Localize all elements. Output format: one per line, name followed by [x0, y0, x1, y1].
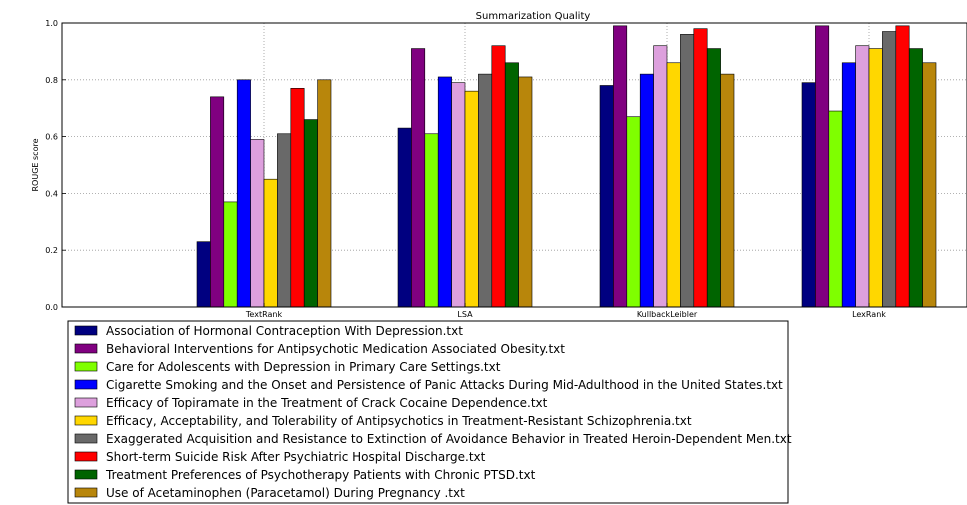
- legend-swatch: [74, 415, 98, 426]
- y-tick-label: 0.6: [45, 133, 58, 142]
- bars: [196, 25, 937, 308]
- plot-area-frame: [61, 22, 967, 308]
- bar: [666, 62, 681, 308]
- bar: [464, 90, 479, 308]
- legend: Association of Hormonal Contraception Wi…: [67, 320, 792, 504]
- bar: [653, 45, 668, 308]
- x-tick-label: TextRank: [245, 310, 283, 319]
- y-tick-label: 0.2: [45, 246, 58, 255]
- bar: [855, 45, 870, 308]
- bar: [210, 96, 225, 308]
- legend-label: Association of Hormonal Contraception Wi…: [106, 324, 463, 338]
- legend-label: Treatment Preferences of Psychotherapy P…: [105, 468, 536, 482]
- bar: [478, 73, 493, 308]
- x-tick-label: LSA: [457, 310, 473, 319]
- legend-swatch: [74, 487, 98, 498]
- legend-swatch: [74, 451, 98, 462]
- y-tick-label: 0.4: [45, 189, 58, 198]
- legend-swatch: [74, 433, 98, 444]
- axes: 0.0 0.2 0.4 0.6 0.8 1.0 TextRank LSA KullbackLei…: [45, 19, 886, 319]
- legend-box: [67, 320, 789, 504]
- bar: [290, 88, 305, 308]
- legend-label: Use of Acetaminophen (Paracetamol) Durin…: [106, 486, 465, 500]
- bar: [504, 62, 519, 308]
- bar: [317, 79, 332, 308]
- bar: [639, 73, 654, 308]
- legend-label: Care for Adolescents with Depression in …: [106, 360, 501, 374]
- bar: [680, 34, 695, 308]
- x-tick-label: KullbackLeibler: [637, 310, 698, 319]
- bar: [599, 85, 614, 308]
- bar: [895, 25, 910, 308]
- bar: [303, 119, 318, 308]
- bar: [922, 62, 937, 308]
- y-tick-label: 0.0: [45, 303, 58, 312]
- y-axis-label: ROUGE score: [31, 138, 40, 191]
- bar: [908, 48, 923, 308]
- legend-swatch: [74, 361, 98, 372]
- bar: [236, 79, 251, 308]
- bar: [626, 116, 641, 308]
- bar: [397, 127, 412, 308]
- legend-swatch: [74, 469, 98, 480]
- bar: [882, 31, 897, 308]
- bar: [706, 48, 721, 308]
- legend-label: Behavioral Interventions for Antipsychot…: [106, 342, 565, 356]
- bar: [693, 28, 708, 308]
- legend-label: Exaggerated Acquisition and Resistance t…: [106, 432, 792, 446]
- bar: [801, 82, 816, 308]
- bar: [518, 76, 533, 308]
- bar: [815, 25, 830, 308]
- bar: [277, 133, 292, 308]
- bar: [451, 82, 466, 308]
- bar: [841, 62, 856, 308]
- bar: [263, 178, 278, 308]
- y-tick-label: 1.0: [45, 19, 58, 28]
- bar: [411, 48, 426, 308]
- bar: [868, 48, 883, 308]
- bar: [828, 110, 843, 308]
- y-tick-label: 0.8: [45, 76, 58, 85]
- legend-label: Cigarette Smoking and the Onset and Pers…: [106, 378, 783, 392]
- legend-label: Short-term Suicide Risk After Psychiatri…: [106, 450, 486, 464]
- bar: [250, 139, 265, 308]
- legend-swatch: [74, 397, 98, 408]
- x-tick-label: LexRank: [852, 310, 886, 319]
- legend-label: Efficacy of Topiramate in the Treatment …: [106, 396, 548, 410]
- legend-swatch: [74, 343, 98, 354]
- bar: [437, 76, 452, 308]
- bar: [424, 133, 439, 308]
- legend-swatch: [74, 379, 98, 390]
- legend-label: Efficacy, Acceptability, and Tolerabilit…: [106, 414, 692, 428]
- legend-swatch: [74, 325, 98, 336]
- bar: [491, 45, 506, 308]
- chart-title: Summarization Quality: [476, 11, 591, 22]
- bar: [613, 25, 628, 308]
- bar: [196, 241, 211, 308]
- bar: [223, 201, 238, 308]
- bar: [720, 73, 735, 308]
